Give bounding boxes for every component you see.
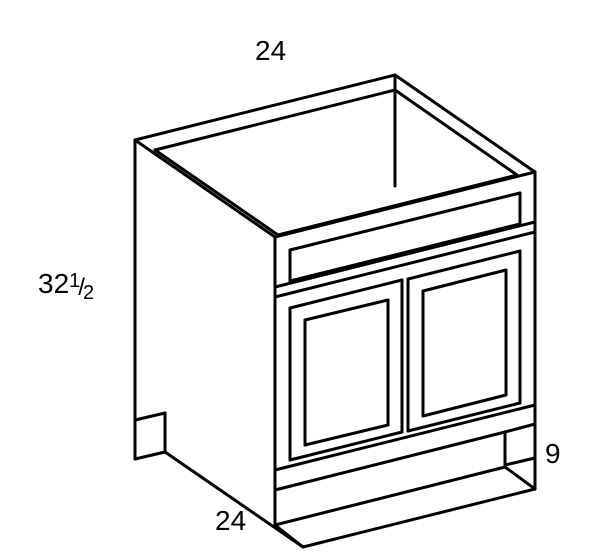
dim-height-fraction: 1/2 bbox=[69, 274, 94, 302]
dim-height-frac-den: 2 bbox=[83, 282, 94, 305]
dim-height-frac-num: 1 bbox=[69, 270, 80, 293]
cabinet-diagram: 24 321/2 24 9 bbox=[0, 0, 615, 555]
dim-depth-bottom: 24 bbox=[215, 505, 246, 537]
dim-toe-kick: 9 bbox=[545, 438, 561, 470]
dim-width-top: 24 bbox=[255, 35, 286, 67]
dim-height-whole: 32 bbox=[38, 268, 69, 299]
dim-height-left: 321/2 bbox=[38, 268, 94, 302]
